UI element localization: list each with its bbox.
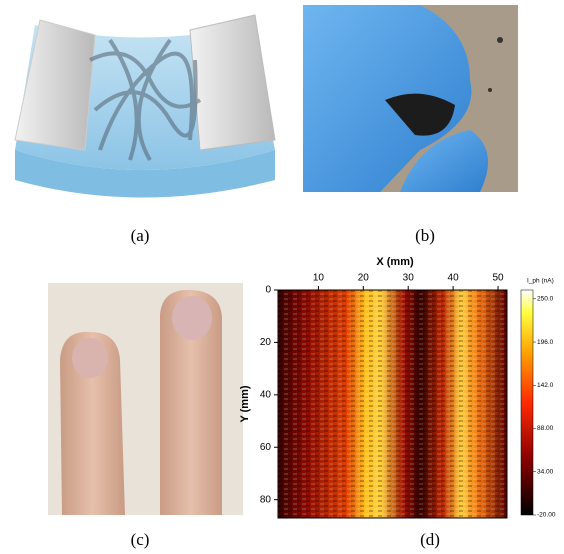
colorbar-tick-label: 196.0	[537, 339, 554, 346]
y-axis-title: Y (mm)	[239, 385, 251, 422]
figure: (a) (b) (c) (d) X (mm) Y (mm) I_ph (nA) …	[0, 0, 564, 554]
colorbar-tick-label: 250.0	[537, 296, 554, 303]
colorbar-tick-label: 88.00	[537, 425, 554, 432]
panel-c-photo	[48, 283, 243, 515]
x-tick-label: 40	[448, 273, 460, 284]
panel-label: (d)	[420, 530, 440, 549]
panel-label: (c)	[131, 530, 150, 549]
x-tick-label: 50	[492, 273, 504, 284]
colorbar-tick-label: 34.00	[537, 468, 554, 475]
colorbar-tick-label: 142.0	[537, 382, 554, 389]
y-tick-label: 40	[260, 389, 272, 400]
colorbar-title: I_ph (nA)	[527, 278, 554, 285]
y-tick-label: 20	[260, 337, 272, 348]
panel-a-illustration	[15, 15, 275, 198]
figure-canvas: (a) (b) (c) (d) X (mm) Y (mm) I_ph (nA) …	[0, 0, 564, 554]
y-tick-label: 60	[260, 442, 272, 453]
colorbar-tick-label: -20.00	[537, 512, 556, 519]
panel-label: (b)	[415, 226, 435, 245]
y-tick-label: 0	[265, 285, 271, 296]
x-axis-title: X (mm)	[376, 256, 414, 268]
panel-b-photo	[303, 5, 518, 192]
panel-label: (a)	[131, 226, 150, 245]
x-tick-label: 30	[403, 273, 415, 284]
x-tick-label: 20	[358, 273, 370, 284]
x-tick-label: 10	[313, 273, 325, 284]
y-tick-label: 80	[260, 494, 272, 505]
heatmap-image	[278, 290, 533, 518]
